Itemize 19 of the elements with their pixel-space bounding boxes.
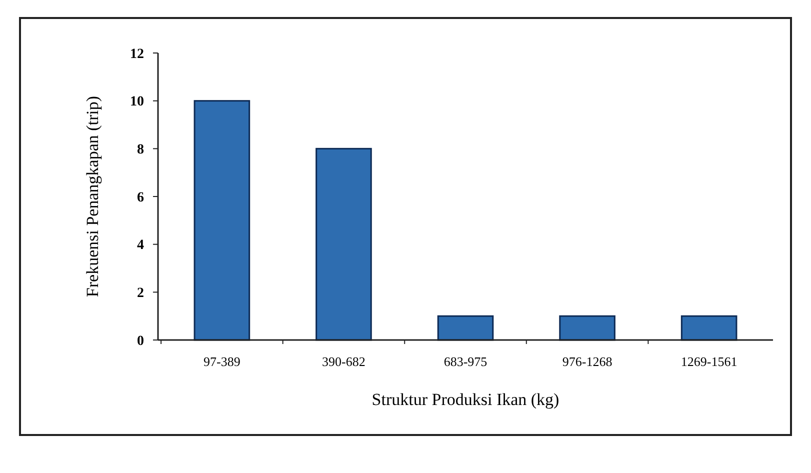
x-axis-title: Struktur Produksi Ikan (kg) bbox=[372, 390, 560, 409]
bar bbox=[437, 315, 494, 341]
y-tick-label: 4 bbox=[137, 238, 144, 254]
y-tick-label: 10 bbox=[130, 94, 144, 110]
y-tick-label: 8 bbox=[137, 142, 144, 158]
x-tick-label: 1269-1561 bbox=[680, 354, 738, 369]
y-axis-title: Frekuensi Penangkapan (trip) bbox=[83, 96, 102, 298]
y-tick-label: 12 bbox=[130, 46, 144, 62]
bar bbox=[316, 148, 372, 341]
y-tick-label: 6 bbox=[137, 190, 144, 206]
bar bbox=[194, 100, 250, 341]
bar bbox=[680, 315, 738, 341]
bar bbox=[559, 315, 616, 341]
y-tick-label: 0 bbox=[137, 334, 144, 349]
x-tick-label: 97-389 bbox=[204, 354, 240, 369]
y-tick-label: 2 bbox=[137, 286, 144, 302]
x-tick-label: 976-1268 bbox=[562, 354, 612, 369]
x-tick-label: 390-682 bbox=[322, 354, 366, 369]
x-tick-label: 683-975 bbox=[444, 354, 488, 369]
